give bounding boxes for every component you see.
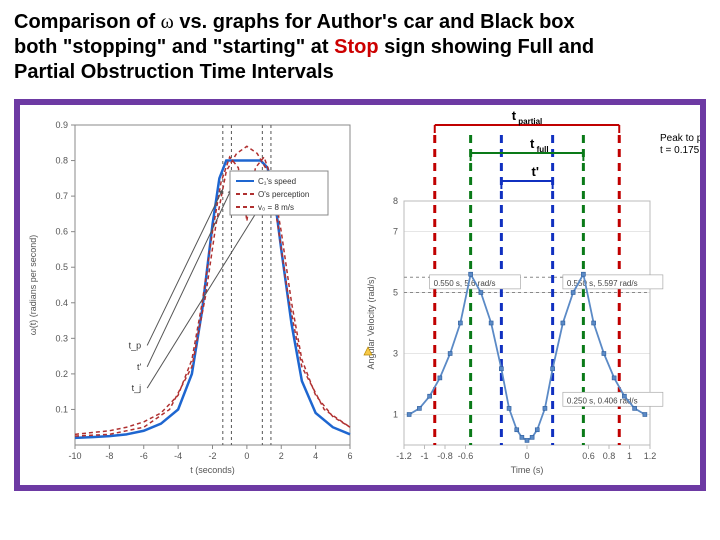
svg-text:2: 2 <box>279 451 284 461</box>
title-part: Comparison of <box>14 11 161 33</box>
svg-text:0.4: 0.4 <box>55 298 68 308</box>
svg-text:-0.8: -0.8 <box>437 451 453 461</box>
svg-text:1: 1 <box>393 410 398 420</box>
svg-text:0.8: 0.8 <box>55 156 68 166</box>
page-title: Comparison of ω vs. graphs for Author's … <box>0 0 720 91</box>
svg-text:8: 8 <box>393 196 398 206</box>
left-chart: -10 -8 -6 -4 -2 0 2 4 6 0.1 0.2 0.3 0.4 0.5 0.6 0.7 0.8 0… <box>20 105 360 485</box>
svg-text:6: 6 <box>347 451 352 461</box>
svg-text:-4: -4 <box>174 451 182 461</box>
svg-text:Angular Velocity (rad/s): Angular Velocity (rad/s) <box>366 276 376 369</box>
svg-text:-10: -10 <box>68 451 81 461</box>
svg-text:Peak to peak: Peak to peak <box>660 133 700 144</box>
svg-text:t': t' <box>531 164 538 179</box>
svg-text:0: 0 <box>524 451 529 461</box>
svg-text:t partial: t partial <box>512 108 543 126</box>
svg-text:1.2: 1.2 <box>644 451 657 461</box>
title-part: vs. graphs for Author's car and Black bo… <box>174 11 575 33</box>
svg-text:7: 7 <box>393 227 398 237</box>
svg-text:0.3: 0.3 <box>55 333 68 343</box>
svg-text:0.6: 0.6 <box>582 451 595 461</box>
svg-text:4: 4 <box>313 451 318 461</box>
svg-text:5: 5 <box>393 288 398 298</box>
svg-text:-1: -1 <box>420 451 428 461</box>
svg-text:0.6: 0.6 <box>55 227 68 237</box>
title-part: Partial Obstruction Time Intervals <box>14 61 334 83</box>
svg-text:t_p: t_p <box>129 340 142 350</box>
svg-text:-0.6: -0.6 <box>458 451 474 461</box>
svg-text:0.8: 0.8 <box>603 451 616 461</box>
title-part: sign showing Full and <box>379 36 595 58</box>
svg-text:0.7: 0.7 <box>55 191 68 201</box>
right-chart: 1 3 5 7 8 -1.2 -1 -0.8 -0.6 0 0.6 0.8 1 1.2 Time (s) An… <box>360 105 700 485</box>
svg-text:C₁'s speed: C₁'s speed <box>258 177 296 186</box>
svg-text:-2: -2 <box>208 451 216 461</box>
title-omega: ω <box>161 11 174 33</box>
svg-text:0: 0 <box>244 451 249 461</box>
svg-text:0.550 s, 5.6 rad/s: 0.550 s, 5.6 rad/s <box>434 279 496 288</box>
svg-text:ω(t) (radians per second): ω(t) (radians per second) <box>28 235 38 336</box>
title-stop: Stop <box>334 36 378 58</box>
svg-text:-1.2: -1.2 <box>396 451 412 461</box>
svg-text:0.5: 0.5 <box>55 262 68 272</box>
svg-text:t full: t full <box>530 136 549 154</box>
svg-text:1: 1 <box>627 451 632 461</box>
svg-text:-8: -8 <box>105 451 113 461</box>
svg-text:t (seconds): t (seconds) <box>190 465 235 475</box>
chart-panel: -10-8-6-4-202460.10.20.30.40.50.60.70.80… <box>14 99 706 491</box>
svg-text:0.1: 0.1 <box>55 404 68 414</box>
svg-text:t_j: t_j <box>132 383 142 393</box>
svg-text:t': t' <box>137 362 142 372</box>
svg-text:Time (s): Time (s) <box>511 465 544 475</box>
title-part: both "stopping" and "starting" at <box>14 36 334 58</box>
svg-text:t = 0.175 s: t = 0.175 s <box>660 145 700 156</box>
svg-text:0.2: 0.2 <box>55 369 68 379</box>
svg-text:v₀ = 8 m/s: v₀ = 8 m/s <box>258 203 294 212</box>
svg-text:0.9: 0.9 <box>55 120 68 130</box>
svg-text:-6: -6 <box>140 451 148 461</box>
svg-text:O's perception: O's perception <box>258 190 309 199</box>
svg-text:0.250 s, 0.406 rad/s: 0.250 s, 0.406 rad/s <box>567 396 638 405</box>
svg-text:3: 3 <box>393 349 398 359</box>
